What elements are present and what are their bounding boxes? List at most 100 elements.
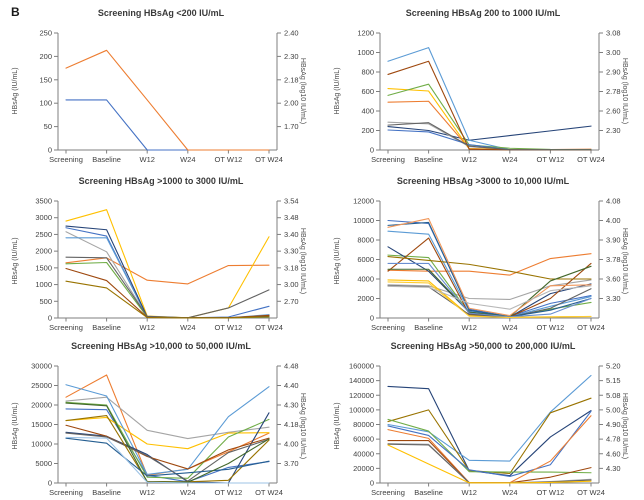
series-line	[65, 408, 270, 483]
x-tick-label: W24	[502, 323, 517, 332]
right-tick-label: 3.48	[284, 213, 299, 222]
right-tick-label: 4.40	[284, 381, 299, 390]
right-tick-label: 4.30	[606, 464, 621, 473]
x-tick-label: OT W12	[215, 488, 243, 497]
right-tick-label: 5.00	[606, 405, 621, 414]
chart-title: Screening HBsAg >3000 to 10,000 IU/mL	[396, 176, 570, 186]
left-tick-label: 120000	[349, 391, 374, 400]
series-line	[387, 219, 592, 318]
series-line	[387, 256, 592, 280]
left-tick-label: 10000	[31, 440, 52, 449]
left-tick-label: 0	[48, 314, 52, 323]
right-tick-label: 3.90	[606, 236, 621, 245]
chart-plot: 0 20000 40000 60000 80000 100000 120000 140000 1…	[349, 362, 621, 498]
right-tick-label: 4.00	[606, 216, 621, 225]
x-tick-label: OT W12	[215, 323, 243, 332]
series-line	[65, 231, 270, 319]
series-line	[387, 221, 592, 318]
left-tick-label: 2000	[357, 294, 374, 303]
series-line	[387, 121, 592, 151]
series-line	[387, 122, 592, 151]
right-tick-label: 5.20	[606, 362, 621, 371]
right-tick-label: 4.18	[284, 420, 299, 429]
x-tick-label: OT W12	[537, 323, 565, 332]
right-tick-label: 4.00	[284, 440, 299, 449]
series-line	[65, 256, 270, 319]
x-tick-label: Screening	[49, 323, 83, 332]
left-tick-label: 2500	[35, 230, 52, 239]
panel-label: B	[11, 5, 20, 19]
chart-cell-screening-3000-10000: Screening HBsAg >3000 to 10,000 IU/mL 0 2…	[322, 170, 644, 339]
right-tick-label: 1.70	[284, 122, 299, 131]
series-line	[65, 227, 270, 319]
x-tick-label: OT W24	[255, 488, 283, 497]
chart-plot: 0 50 100 150 200 250 2.40 2.30 2.18 2.00 1.70 Scree…	[39, 29, 299, 165]
x-tick-label: W12	[139, 488, 154, 497]
right-tick-label: 3.08	[606, 29, 621, 38]
x-tick-label: OT W24	[255, 155, 283, 164]
chart-plot: 0 2000 4000 6000 8000 10000 12000 4.08 4.00 3.90 3…	[353, 197, 621, 333]
series-line	[387, 279, 592, 301]
right-tick-label: 2.30	[606, 126, 621, 135]
x-tick-label: Baseline	[414, 323, 443, 332]
chart-cell-screening-10000-50000: Screening HBsAg >10,000 to 50,000 IU/mL …	[0, 335, 322, 500]
left-tick-label: 0	[370, 146, 374, 155]
x-tick-label: OT W12	[537, 488, 565, 497]
series-line	[387, 285, 592, 310]
chart-plot: 0 500 1000 1500 2000 2500 3000 3500 3.54 3.48 3.40…	[35, 197, 299, 333]
x-tick-label: Baseline	[414, 488, 443, 497]
x-tick-label: W24	[180, 155, 195, 164]
chart-plot: 0 200 400 600 800 1000 1200 3.08 3.00 2.90 2.78 2.6…	[357, 29, 621, 165]
right-tick-label: 3.40	[284, 230, 299, 239]
left-tick-label: 20000	[353, 464, 374, 473]
left-tick-label: 600	[361, 87, 374, 96]
left-tick-label: 800	[361, 68, 374, 77]
left-tick-label: 500	[39, 297, 52, 306]
series-line	[387, 253, 592, 276]
left-tick-label: 100	[39, 99, 52, 108]
x-tick-label: OT W24	[577, 488, 605, 497]
left-tick-label: 200	[39, 52, 52, 61]
series-line	[387, 88, 592, 151]
series-line	[65, 416, 270, 450]
x-tick-label: OT W12	[537, 155, 565, 164]
x-tick-label: OT W24	[577, 155, 605, 164]
right-tick-label: 4.48	[284, 362, 299, 371]
left-tick-label: 15000	[31, 420, 52, 429]
right-tick-label: 4.30	[284, 401, 299, 410]
left-tick-label: 0	[370, 314, 374, 323]
left-tick-label: 30000	[31, 362, 52, 371]
x-tick-label: W12	[139, 155, 154, 164]
left-tick-label: 1500	[35, 263, 52, 272]
left-tick-label: 200	[361, 126, 374, 135]
right-tick-label: 2.90	[606, 68, 621, 77]
x-tick-label: W24	[180, 323, 195, 332]
left-tick-label: 1200	[357, 29, 374, 38]
left-tick-label: 3000	[35, 213, 52, 222]
series-line	[387, 125, 592, 141]
x-tick-label: W12	[461, 155, 476, 164]
right-tick-label: 2.60	[606, 107, 621, 116]
series-line	[65, 384, 270, 475]
series-line	[65, 374, 270, 476]
left-tick-label: 8000	[357, 236, 374, 245]
left-tick-label: 4000	[357, 275, 374, 284]
left-tick-label: 0	[48, 146, 52, 155]
x-tick-label: W12	[139, 323, 154, 332]
right-tick-label: 3.54	[284, 197, 299, 206]
chart-plot: 0 5000 10000 15000 20000 25000 30000 4.48 4.40 4.…	[31, 362, 299, 498]
series-line	[387, 47, 592, 151]
left-tick-label: 0	[370, 479, 374, 488]
right-tick-label: 3.00	[284, 280, 299, 289]
x-tick-label: Screening	[371, 323, 405, 332]
chart-title: Screening HBsAg >1000 to 3000 IU/mL	[78, 176, 244, 186]
left-tick-label: 1000	[35, 280, 52, 289]
x-tick-label: Screening	[49, 488, 83, 497]
right-tick-label: 2.78	[606, 87, 621, 96]
right-tick-label: 3.70	[284, 459, 299, 468]
series-line	[65, 402, 270, 483]
series-line	[65, 49, 270, 151]
x-tick-label: Baseline	[92, 323, 121, 332]
left-tick-label: 1000	[357, 48, 374, 57]
